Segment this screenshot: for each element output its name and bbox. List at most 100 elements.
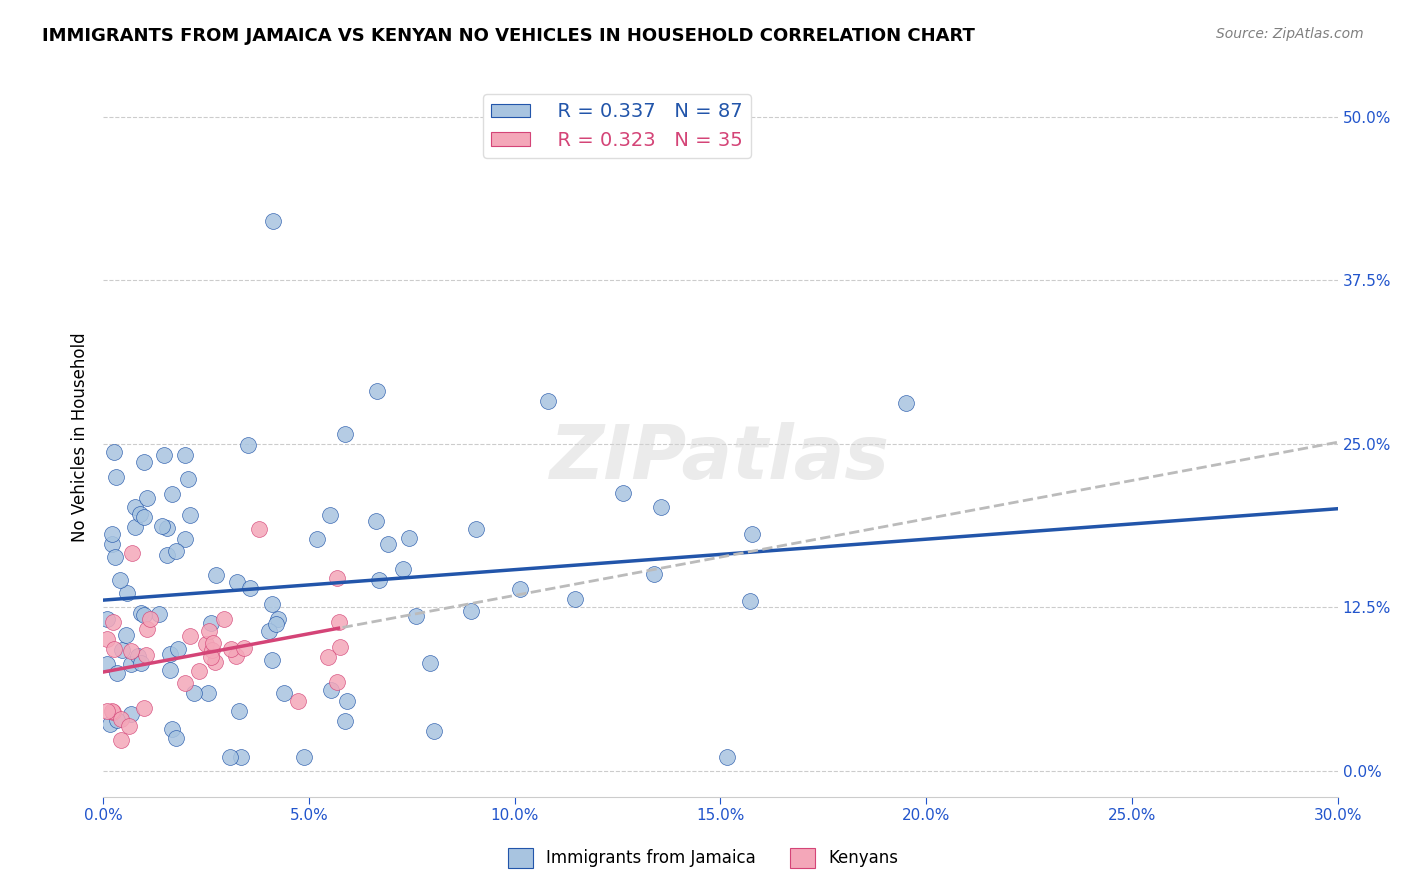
Point (134, 510, 156, 524)
Point (124, 520, 146, 534)
Point (292, 750, 315, 764)
Point (225, 574, 247, 589)
Point (195, 637, 218, 651)
Point (98, 717, 121, 731)
Point (612, 485, 634, 500)
Point (160, 487, 183, 501)
Point (536, 393, 558, 408)
Point (121, 546, 143, 560)
Point (287, 694, 309, 708)
Point (219, 642, 242, 657)
Point (96, 611, 118, 625)
Point (132, 608, 155, 623)
Point (174, 533, 197, 547)
Point (159, 663, 181, 677)
Point (894, 396, 917, 410)
Point (643, 566, 665, 581)
Text: ZIPatlas: ZIPatlas (550, 422, 890, 495)
Point (159, 648, 181, 662)
Point (110, 712, 132, 726)
Point (650, 500, 672, 515)
Point (129, 606, 152, 620)
Point (236, 437, 259, 451)
Point (96, 657, 118, 671)
Point (564, 592, 586, 607)
Legend: Immigrants from Jamaica, Kenyans: Immigrants from Jamaica, Kenyans (502, 841, 904, 875)
Point (156, 521, 179, 535)
Point (328, 615, 350, 629)
Point (204, 655, 226, 669)
Point (228, 704, 250, 718)
Point (110, 732, 132, 747)
Point (509, 582, 531, 597)
Point (267, 612, 290, 626)
Point (150, 518, 173, 533)
Point (336, 693, 359, 707)
Point (183, 686, 205, 700)
Point (103, 445, 125, 459)
Point (392, 562, 415, 576)
Point (247, 522, 270, 536)
Point (101, 704, 124, 718)
Point (239, 581, 262, 595)
Point (101, 705, 124, 719)
Point (212, 612, 235, 626)
Point (398, 531, 420, 545)
Point (200, 616, 222, 631)
Point (124, 500, 146, 515)
Point (205, 568, 228, 582)
Point (329, 640, 352, 655)
Point (127, 649, 149, 664)
Point (741, 527, 763, 541)
Point (105, 713, 128, 727)
Point (129, 508, 152, 522)
Point (111, 642, 134, 657)
Point (165, 544, 187, 558)
Point (326, 674, 349, 689)
Point (366, 515, 388, 529)
Point (136, 491, 159, 505)
Point (153, 448, 176, 462)
Point (260, 653, 283, 667)
Point (460, 604, 482, 618)
Point (198, 624, 221, 638)
Text: IMMIGRANTS FROM JAMAICA VS KENYAN NO VEHICLES IN HOUSEHOLD CORRELATION CHART: IMMIGRANTS FROM JAMAICA VS KENYAN NO VEH… (42, 27, 974, 45)
Point (176, 472, 198, 486)
Point (174, 676, 197, 690)
Point (319, 508, 342, 523)
Point (134, 455, 156, 469)
Point (197, 686, 219, 700)
Point (135, 648, 157, 662)
Point (419, 656, 441, 670)
Point (266, 616, 288, 631)
Point (165, 731, 187, 745)
Point (162, 723, 184, 737)
Point (368, 573, 391, 587)
Point (273, 686, 295, 700)
Point (200, 649, 222, 664)
Point (100, 526, 122, 541)
Point (156, 548, 179, 562)
Point (115, 628, 138, 642)
Point (173, 448, 195, 462)
Point (262, 598, 284, 612)
Point (259, 624, 281, 638)
Point (103, 615, 125, 629)
Point (104, 469, 127, 483)
Point (423, 723, 446, 738)
Point (179, 629, 201, 643)
Point (366, 384, 388, 399)
Point (321, 682, 343, 697)
Point (104, 549, 127, 564)
Point (139, 611, 162, 625)
Point (218, 750, 240, 764)
Point (110, 573, 132, 587)
Legend:   R = 0.337   N = 87,   R = 0.323   N = 35: R = 0.337 N = 87, R = 0.323 N = 35 (484, 95, 751, 158)
Point (316, 650, 339, 665)
Point (129, 656, 152, 670)
Y-axis label: No Vehicles in Household: No Vehicles in Household (72, 332, 89, 541)
Point (377, 537, 399, 551)
Point (333, 714, 356, 729)
Point (136, 622, 159, 636)
Point (120, 706, 142, 721)
